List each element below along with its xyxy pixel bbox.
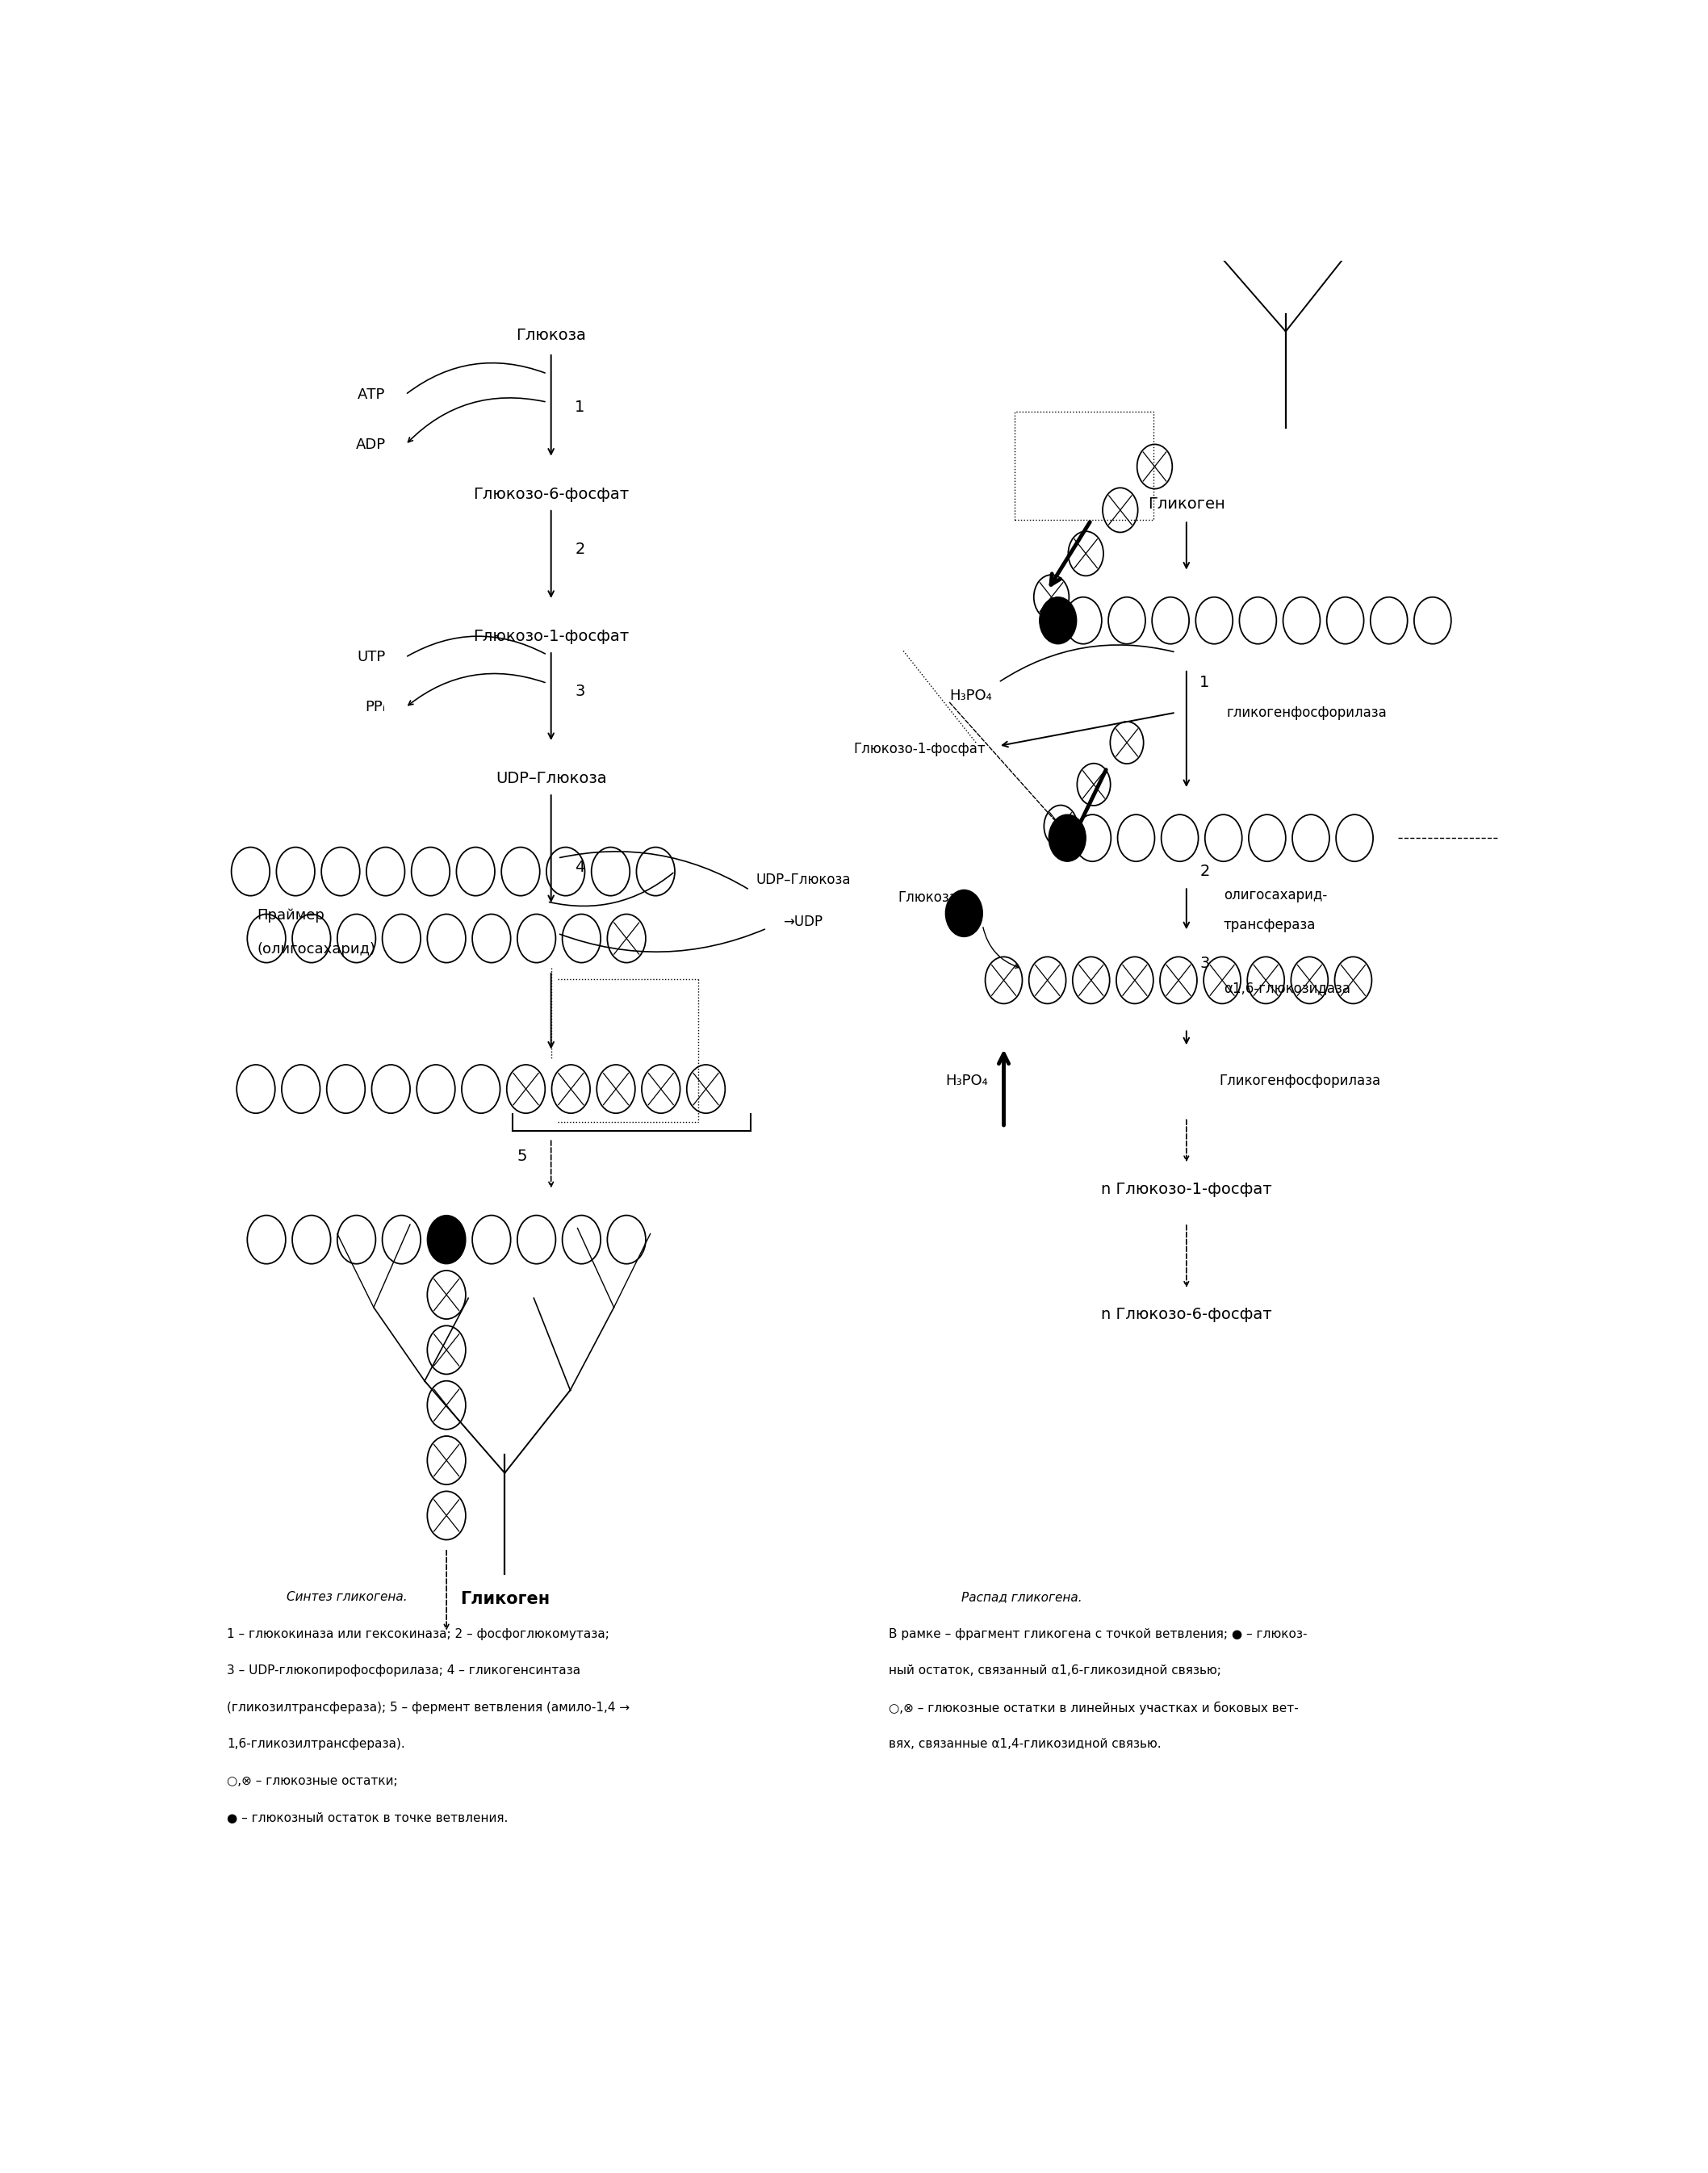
Text: вях, связанные α1,4-гликозидной связью.: вях, связанные α1,4-гликозидной связью. bbox=[888, 1738, 1161, 1749]
Text: Глюкозо-6-фосфат: Глюкозо-6-фосфат bbox=[473, 487, 629, 502]
Text: PPᵢ: PPᵢ bbox=[366, 700, 386, 715]
Text: Гликоген: Гликоген bbox=[459, 1591, 550, 1608]
Text: 4: 4 bbox=[576, 861, 584, 876]
Circle shape bbox=[1040, 598, 1076, 643]
Text: n Глюкозо-6-фосфат: n Глюкозо-6-фосфат bbox=[1102, 1308, 1272, 1323]
Text: 2: 2 bbox=[1199, 865, 1209, 880]
Text: 1 – глюкокиназа или гексокиназа; 2 – фосфоглюкомутаза;: 1 – глюкокиназа или гексокиназа; 2 – фос… bbox=[227, 1628, 610, 1641]
Circle shape bbox=[946, 891, 982, 937]
Text: 1: 1 bbox=[576, 400, 584, 415]
Text: (олигосахарид): (олигосахарид) bbox=[258, 941, 376, 956]
Text: UDP–Глюкоза: UDP–Глюкоза bbox=[757, 874, 851, 887]
Circle shape bbox=[1049, 815, 1086, 861]
Text: гликогенфосфорилаза: гликогенфосфорилаза bbox=[1226, 706, 1387, 719]
Text: АТP: АТP bbox=[359, 387, 386, 402]
Text: 3: 3 bbox=[576, 684, 584, 700]
Text: 5: 5 bbox=[518, 1147, 528, 1163]
Text: 1: 1 bbox=[1199, 676, 1209, 691]
Text: ○,⊗ – глюкозные остатки;: ○,⊗ – глюкозные остатки; bbox=[227, 1775, 398, 1786]
Text: Глюкоза: Глюкоза bbox=[516, 328, 586, 343]
Text: Гликогенфосфорилаза: Гликогенфосфорилаза bbox=[1220, 1073, 1382, 1089]
Text: →UDP: →UDP bbox=[782, 915, 822, 928]
Text: Глюкоза: Глюкоза bbox=[898, 891, 958, 904]
Text: ADP: ADP bbox=[355, 437, 386, 452]
Text: α1,6-глюкозидаза: α1,6-глюкозидаза bbox=[1223, 982, 1351, 995]
Text: ● – глюкозный остаток в точке ветвления.: ● – глюкозный остаток в точке ветвления. bbox=[227, 1812, 507, 1823]
Text: 3: 3 bbox=[1199, 956, 1209, 971]
Text: UTP: UTP bbox=[357, 650, 386, 665]
Circle shape bbox=[427, 1215, 466, 1265]
Text: UDP–Глюкоза: UDP–Глюкоза bbox=[495, 771, 606, 787]
Text: В рамке – фрагмент гликогена с точкой ветвления; ● – глюкоз-: В рамке – фрагмент гликогена с точкой ве… bbox=[888, 1628, 1307, 1641]
Text: олигосахарид-: олигосахарид- bbox=[1223, 887, 1327, 902]
Text: Гликоген: Гликоген bbox=[1148, 495, 1225, 513]
Text: n Глюкозо-1-фосфат: n Глюкозо-1-фосфат bbox=[1102, 1182, 1272, 1197]
Text: 1,6-гликозилтрансфераза).: 1,6-гликозилтрансфераза). bbox=[227, 1738, 405, 1749]
Text: трансфераза: трансфераза bbox=[1223, 917, 1315, 932]
Text: Распад гликогена.: Распад гликогена. bbox=[962, 1591, 1083, 1604]
Text: (гликозилтрансфераза); 5 – фермент ветвления (амило-1,4 →: (гликозилтрансфераза); 5 – фермент ветвл… bbox=[227, 1701, 630, 1714]
Text: ный остаток, связанный α1,6-гликозидной связью;: ный остаток, связанный α1,6-гликозидной … bbox=[888, 1665, 1221, 1678]
Text: ○,⊗ – глюкозные остатки в линейных участках и боковых вет-: ○,⊗ – глюкозные остатки в линейных участ… bbox=[888, 1701, 1298, 1714]
Text: 3 – UDP-глюкопирофосфорилаза; 4 – гликогенсинтаза: 3 – UDP-глюкопирофосфорилаза; 4 – гликог… bbox=[227, 1665, 581, 1678]
Text: H₃PO₄: H₃PO₄ bbox=[950, 689, 992, 704]
Text: 2: 2 bbox=[576, 541, 584, 556]
Text: Глюкозо-1-фосфат: Глюкозо-1-фосфат bbox=[473, 628, 629, 643]
Text: Синтез гликогена.: Синтез гликогена. bbox=[287, 1591, 407, 1604]
Text: H₃PO₄: H₃PO₄ bbox=[945, 1073, 987, 1089]
Text: Праймер: Праймер bbox=[258, 908, 325, 924]
Text: Глюкозо-1-фосфат: Глюкозо-1-фосфат bbox=[852, 741, 986, 756]
